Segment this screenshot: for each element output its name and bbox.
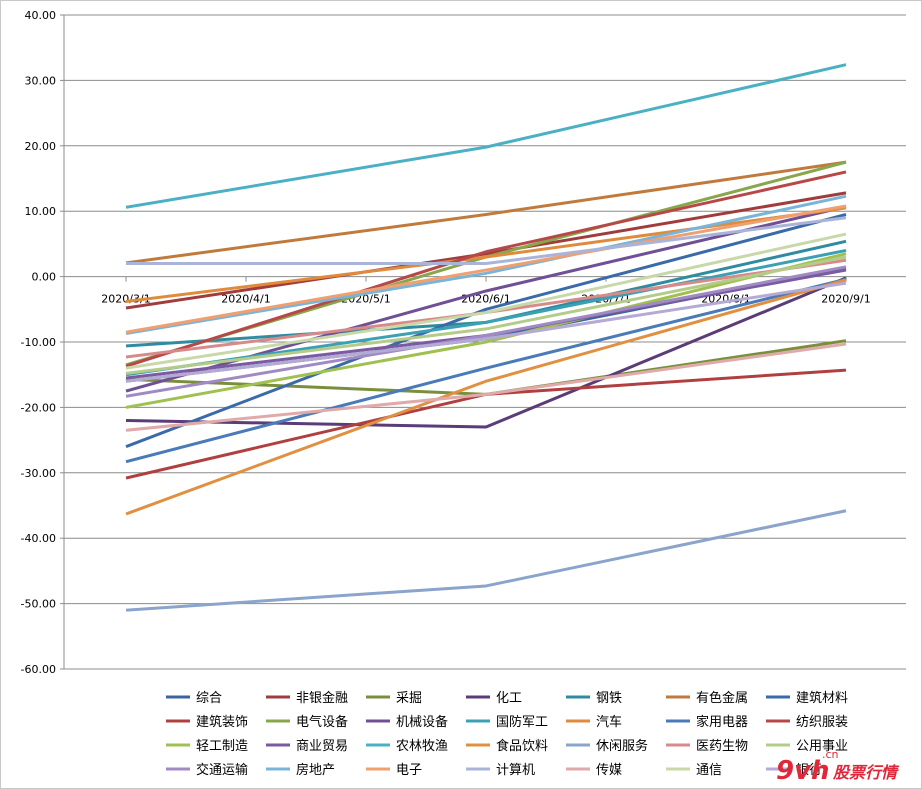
series-line xyxy=(125,265,847,398)
series-line xyxy=(125,204,847,334)
legend-label: 传媒 xyxy=(596,763,622,778)
legend-label: 轻工制造 xyxy=(196,739,248,754)
series-line xyxy=(125,255,847,375)
watermark-brand: 9vh xyxy=(776,756,830,786)
x-tick-label: 2020/9/1 xyxy=(821,293,870,306)
y-tick-label: -50.00 xyxy=(21,598,56,611)
series-line xyxy=(125,191,847,310)
legend-label: 非银金融 xyxy=(296,690,348,706)
series-line xyxy=(125,170,847,368)
legend-label: 化工 xyxy=(496,691,522,706)
legend-label: 食品饮料 xyxy=(496,738,548,754)
legend-label: 计算机 xyxy=(496,763,535,778)
series-lines xyxy=(125,63,847,612)
x-tick-label: 2020/3/1 xyxy=(101,293,150,306)
legend-label: 商业贸易 xyxy=(296,739,348,754)
legend-label: 综合 xyxy=(196,691,222,706)
watermark-domain: .cn xyxy=(822,748,839,761)
legend-label: 家用电器 xyxy=(696,714,748,730)
x-tick-label: 2020/4/1 xyxy=(221,293,270,306)
series-line xyxy=(125,342,847,432)
watermark-logo: 9vh .cn 股票行情 xyxy=(776,748,900,786)
series-line xyxy=(126,216,847,266)
legend-label: 银行 xyxy=(796,763,822,778)
y-tick-label: 30.00 xyxy=(25,74,57,87)
series-line xyxy=(125,213,847,449)
legend-label: 电气设备 xyxy=(296,714,348,730)
series-line xyxy=(125,232,847,370)
y-tick-label: -20.00 xyxy=(21,401,56,414)
legend-label: 钢铁 xyxy=(596,691,622,706)
legend-label: 国防军工 xyxy=(496,714,548,730)
y-tick-label: -10.00 xyxy=(21,336,56,349)
y-tick-label: -30.00 xyxy=(21,467,56,480)
legend-label: 建筑材料 xyxy=(796,690,848,706)
series-line xyxy=(125,277,847,464)
y-axis: 40.00 30.00 20.00 10.00 0.00 -10.00 -20.00 -30.… xyxy=(21,9,65,676)
series-line xyxy=(125,281,847,383)
watermark-text: 股票行情 xyxy=(832,763,900,782)
series-line xyxy=(125,509,847,612)
y-tick-label: 40.00 xyxy=(25,9,57,22)
legend-label: 交通运输 xyxy=(196,762,248,778)
legend-label: 电子 xyxy=(396,763,422,778)
y-tick-label: -60.00 xyxy=(21,663,56,676)
legend-label: 机械设备 xyxy=(396,714,448,730)
series-line xyxy=(125,252,847,409)
legend-label: 休闲服务 xyxy=(596,738,648,754)
legend-label: 通信 xyxy=(696,763,722,778)
y-tick-label: 20.00 xyxy=(25,140,57,153)
legend-label: 汽车 xyxy=(596,714,622,730)
y-tick-label: 0.00 xyxy=(32,271,57,284)
series-line xyxy=(125,278,847,516)
series-line xyxy=(125,276,847,429)
series-line xyxy=(125,63,847,209)
legend-label: 采掘 xyxy=(396,691,422,706)
legend-label: 农林牧渔 xyxy=(396,739,448,754)
legend-label: 房地产 xyxy=(296,762,335,778)
series-line xyxy=(125,160,847,265)
y-tick-label: 10.00 xyxy=(25,205,57,218)
y-tick-label: -40.00 xyxy=(21,532,56,545)
legend-label: 建筑装饰 xyxy=(196,714,248,730)
legend-label: 公用事业 xyxy=(796,739,848,754)
legend-label: 纺织服装 xyxy=(796,715,848,730)
legend-label: 医药生物 xyxy=(696,739,748,754)
legend-label: 有色金属 xyxy=(696,690,748,706)
series-line xyxy=(125,194,847,335)
series-line xyxy=(125,206,847,303)
